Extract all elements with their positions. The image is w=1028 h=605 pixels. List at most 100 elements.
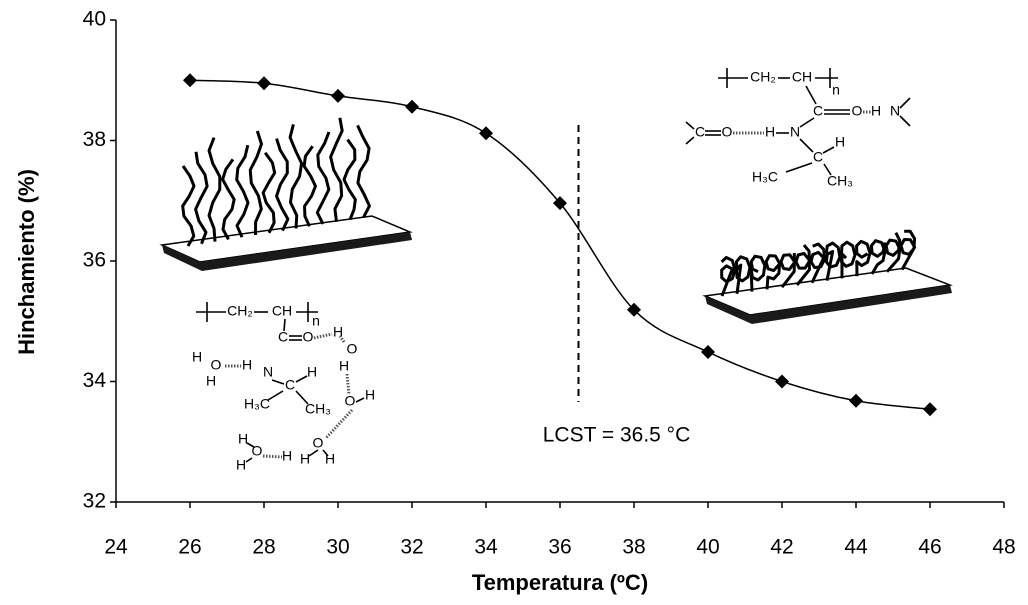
atom-label: C [278, 329, 288, 345]
data-point [701, 344, 715, 359]
x-tick-label: 24 [104, 536, 128, 559]
bond [822, 146, 835, 154]
bond [899, 115, 911, 127]
collapsed-chain [809, 242, 827, 284]
polymer-chain [315, 131, 331, 225]
x-tick-label: 40 [696, 536, 719, 559]
atom-label: C [285, 377, 295, 393]
y-axis-label: Hinchamiento (%) [14, 169, 39, 355]
data-point [183, 73, 197, 88]
atom-label: O [252, 443, 263, 459]
collapsed-chain [734, 255, 752, 294]
atom-label: H [333, 324, 343, 340]
hydrogen-bond [345, 373, 351, 395]
brush-left [159, 215, 413, 271]
x-tick-label: 26 [178, 536, 201, 559]
x-axis-label: Temperatura (ºC) [472, 570, 648, 595]
bond [685, 136, 695, 145]
data-point [331, 88, 345, 103]
collapsed-chain [824, 241, 842, 281]
atom-label: CH₂ [750, 69, 776, 85]
atom-label: H [325, 451, 335, 467]
polymer-chain [207, 137, 222, 242]
y-tick-label: 40 [83, 8, 106, 31]
collapsed-chain [899, 229, 917, 271]
hydrogen-bond [313, 332, 333, 340]
bond [685, 121, 695, 130]
data-point [775, 374, 789, 389]
atom-label: H [307, 364, 317, 380]
bond [899, 97, 911, 109]
data-point [923, 402, 937, 417]
atom-label: H [242, 357, 252, 373]
collapsed-chain [749, 254, 767, 292]
atom-label: H [339, 358, 349, 374]
atom-label: N [890, 103, 900, 119]
collapsed-chain [884, 232, 902, 273]
polymer-chain [194, 151, 209, 245]
bond [283, 318, 286, 332]
bond [245, 457, 253, 463]
lcst-label: LCST = 36.5 °C [543, 424, 691, 447]
collapsed-chain [839, 240, 857, 279]
atom-label: O [347, 341, 358, 357]
data-point [257, 76, 271, 91]
polymer-chain [181, 165, 196, 247]
atom-label: CH₃ [305, 401, 331, 417]
polymer-chain [356, 124, 371, 219]
data-point [479, 126, 493, 141]
atom-label: H [192, 349, 202, 365]
atom-label: H [835, 134, 845, 150]
y-tick-label: 38 [83, 128, 106, 151]
atom-label: O [313, 435, 324, 451]
data-point [553, 196, 567, 211]
x-tick-label: 42 [770, 536, 793, 559]
x-tick-label: 28 [252, 536, 275, 559]
hydrogen-bond [338, 335, 346, 343]
atom-label: H [765, 124, 775, 140]
x-tick-label: 36 [548, 536, 571, 559]
bond [308, 449, 319, 457]
atom-label: N [790, 124, 800, 140]
x-tick-label: 46 [918, 536, 941, 559]
atom-label: n [832, 82, 840, 98]
polymer-chain [235, 144, 250, 238]
atom-label: O [345, 393, 356, 409]
x-tick-label: 30 [326, 536, 349, 559]
atom-label: n [312, 313, 320, 329]
data-point [627, 302, 641, 317]
atom-label: O [852, 103, 863, 119]
bond [799, 117, 815, 128]
polymer-chain [221, 158, 236, 241]
collapsed-chain [779, 252, 796, 289]
bond [355, 397, 365, 403]
x-tick-label: 44 [844, 536, 868, 559]
brush-right [702, 267, 953, 324]
atom-label: H [238, 431, 248, 447]
atom-label: H [871, 103, 881, 119]
atom-label: N [263, 364, 273, 380]
atom-label: H₃C [752, 169, 778, 185]
atom-label: CH [272, 303, 292, 319]
bond [322, 449, 329, 457]
data-point [849, 393, 863, 408]
atom-label: CH₂ [227, 303, 253, 319]
atom-label: O [211, 357, 222, 373]
polymer-chain [248, 130, 263, 236]
collapsed-chain [794, 244, 812, 286]
polymer-chain [261, 151, 277, 234]
x-tick-label: 38 [622, 536, 645, 559]
bond [246, 442, 255, 448]
bond [785, 162, 813, 173]
atom-label: C [695, 124, 705, 140]
x-tick-label: 32 [400, 536, 423, 559]
bond [295, 375, 308, 383]
collapsed-chain [855, 239, 872, 277]
bond [271, 379, 285, 385]
bond [805, 85, 817, 105]
polymer-chain [302, 145, 317, 227]
y-tick-label: 34 [83, 369, 107, 392]
